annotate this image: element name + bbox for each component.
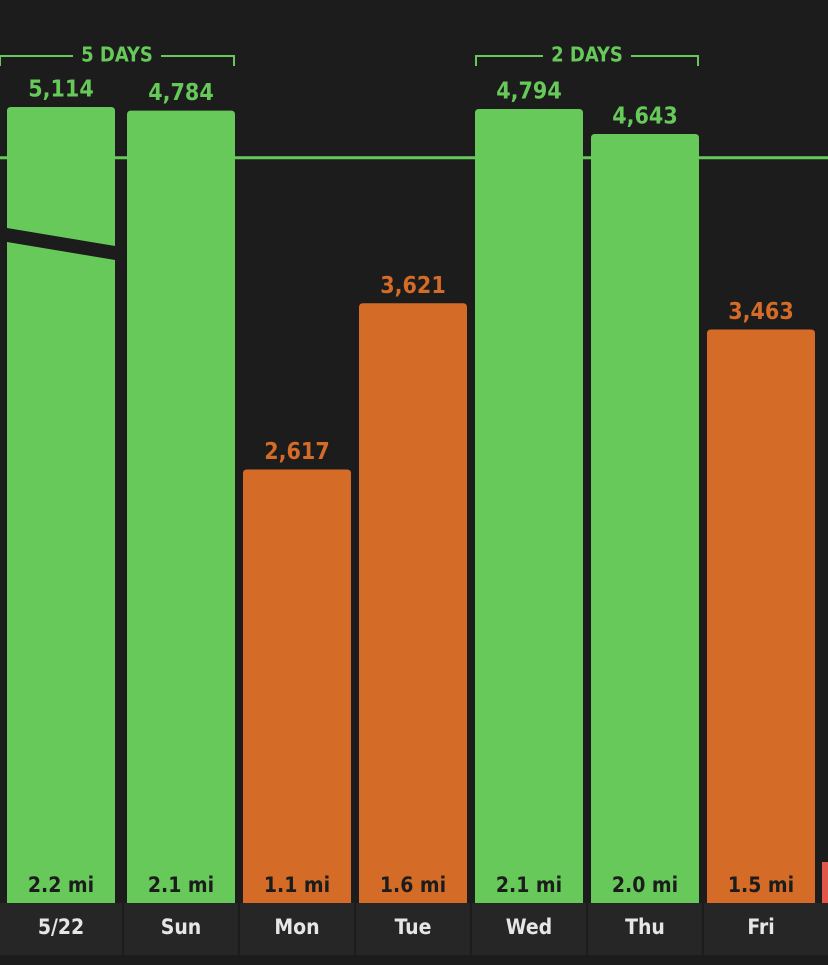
bar <box>707 329 815 903</box>
x-tick-label: Mon <box>274 915 319 939</box>
distance-label: 2.0 mi <box>612 873 678 897</box>
distance-label: 1.6 mi <box>380 873 446 897</box>
distance-label: 1.1 mi <box>264 873 330 897</box>
value-label: 3,621 <box>380 273 445 299</box>
x-tick-label: Tue <box>395 915 432 939</box>
streak-label: 2 DAYS <box>551 43 623 67</box>
bar <box>475 108 583 903</box>
partial-bar <box>822 862 828 903</box>
distance-label: 2.1 mi <box>148 873 214 897</box>
value-label: 3,463 <box>728 299 793 325</box>
value-label: 4,794 <box>496 78 561 104</box>
x-tick-label: Wed <box>506 915 552 939</box>
bar <box>127 110 235 903</box>
distance-label: 2.1 mi <box>496 873 562 897</box>
distance-label: 1.5 mi <box>728 873 794 897</box>
streak-bracket <box>475 55 699 66</box>
streak-bracket <box>0 55 235 66</box>
value-label: 4,784 <box>148 80 213 106</box>
bar <box>359 303 467 904</box>
axis-break <box>7 228 115 260</box>
x-tick-label: Thu <box>625 915 665 939</box>
bar <box>7 107 115 903</box>
x-tick-label: Fri <box>747 915 774 939</box>
distance-label: 2.2 mi <box>28 873 94 897</box>
bar <box>591 134 699 904</box>
value-label: 2,617 <box>264 439 329 465</box>
bar <box>243 469 351 903</box>
x-tick-label: 5/22 <box>38 915 84 939</box>
x-tick-label: Sun <box>161 915 202 939</box>
value-label: 4,643 <box>612 104 677 130</box>
value-label: 5,114 <box>28 77 93 103</box>
label-row <box>0 903 828 955</box>
streak-label: 5 DAYS <box>81 43 153 67</box>
